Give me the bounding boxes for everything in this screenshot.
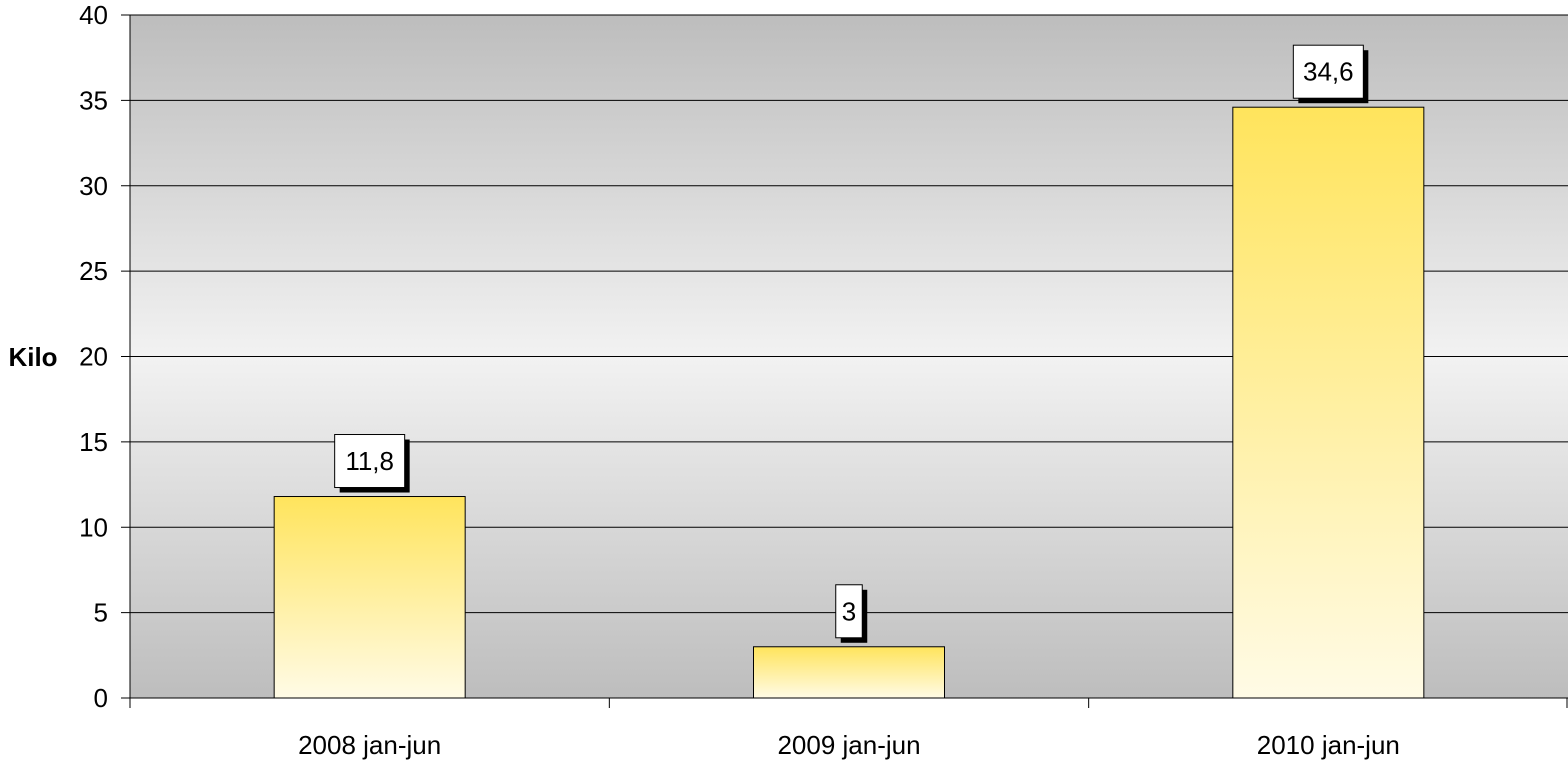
x-tick-label: 2010 jan-jun xyxy=(1257,730,1400,760)
bars xyxy=(273,106,1425,699)
data-label: 3 xyxy=(835,584,868,643)
data-label-value: 34,6 xyxy=(1303,57,1354,87)
y-tick-label: 30 xyxy=(79,171,108,201)
data-label-box xyxy=(835,584,863,639)
y-tick-label: 5 xyxy=(94,598,108,628)
x-tick-label: 2008 jan-jun xyxy=(298,730,441,760)
y-tick-label: 0 xyxy=(94,683,108,713)
bar xyxy=(273,496,466,699)
y-tick-label: 20 xyxy=(79,342,108,372)
y-axis-title: Kilo xyxy=(8,342,57,372)
bar xyxy=(753,646,945,699)
data-label-value: 3 xyxy=(842,596,856,626)
data-label: 34,6 xyxy=(1292,44,1369,104)
y-tick-label: 25 xyxy=(79,256,108,286)
y-tick-label: 35 xyxy=(79,85,108,115)
x-tick-label: 2009 jan-jun xyxy=(777,730,920,760)
y-tick-label: 10 xyxy=(79,512,108,542)
axes: 0 5 10 15 20 25 30 35 40 2008 jan-jun 2009 jan-jun… xyxy=(79,0,1568,760)
data-labels: 11,8 3 34,6 xyxy=(334,44,1369,643)
y-tick-label: 40 xyxy=(79,0,108,30)
data-label: 11,8 xyxy=(334,434,410,493)
data-label-box xyxy=(334,434,406,489)
data-label-value: 11,8 xyxy=(345,446,394,476)
data-label-box xyxy=(1292,44,1364,99)
bar xyxy=(1232,106,1425,699)
y-tick-label: 15 xyxy=(79,427,108,457)
